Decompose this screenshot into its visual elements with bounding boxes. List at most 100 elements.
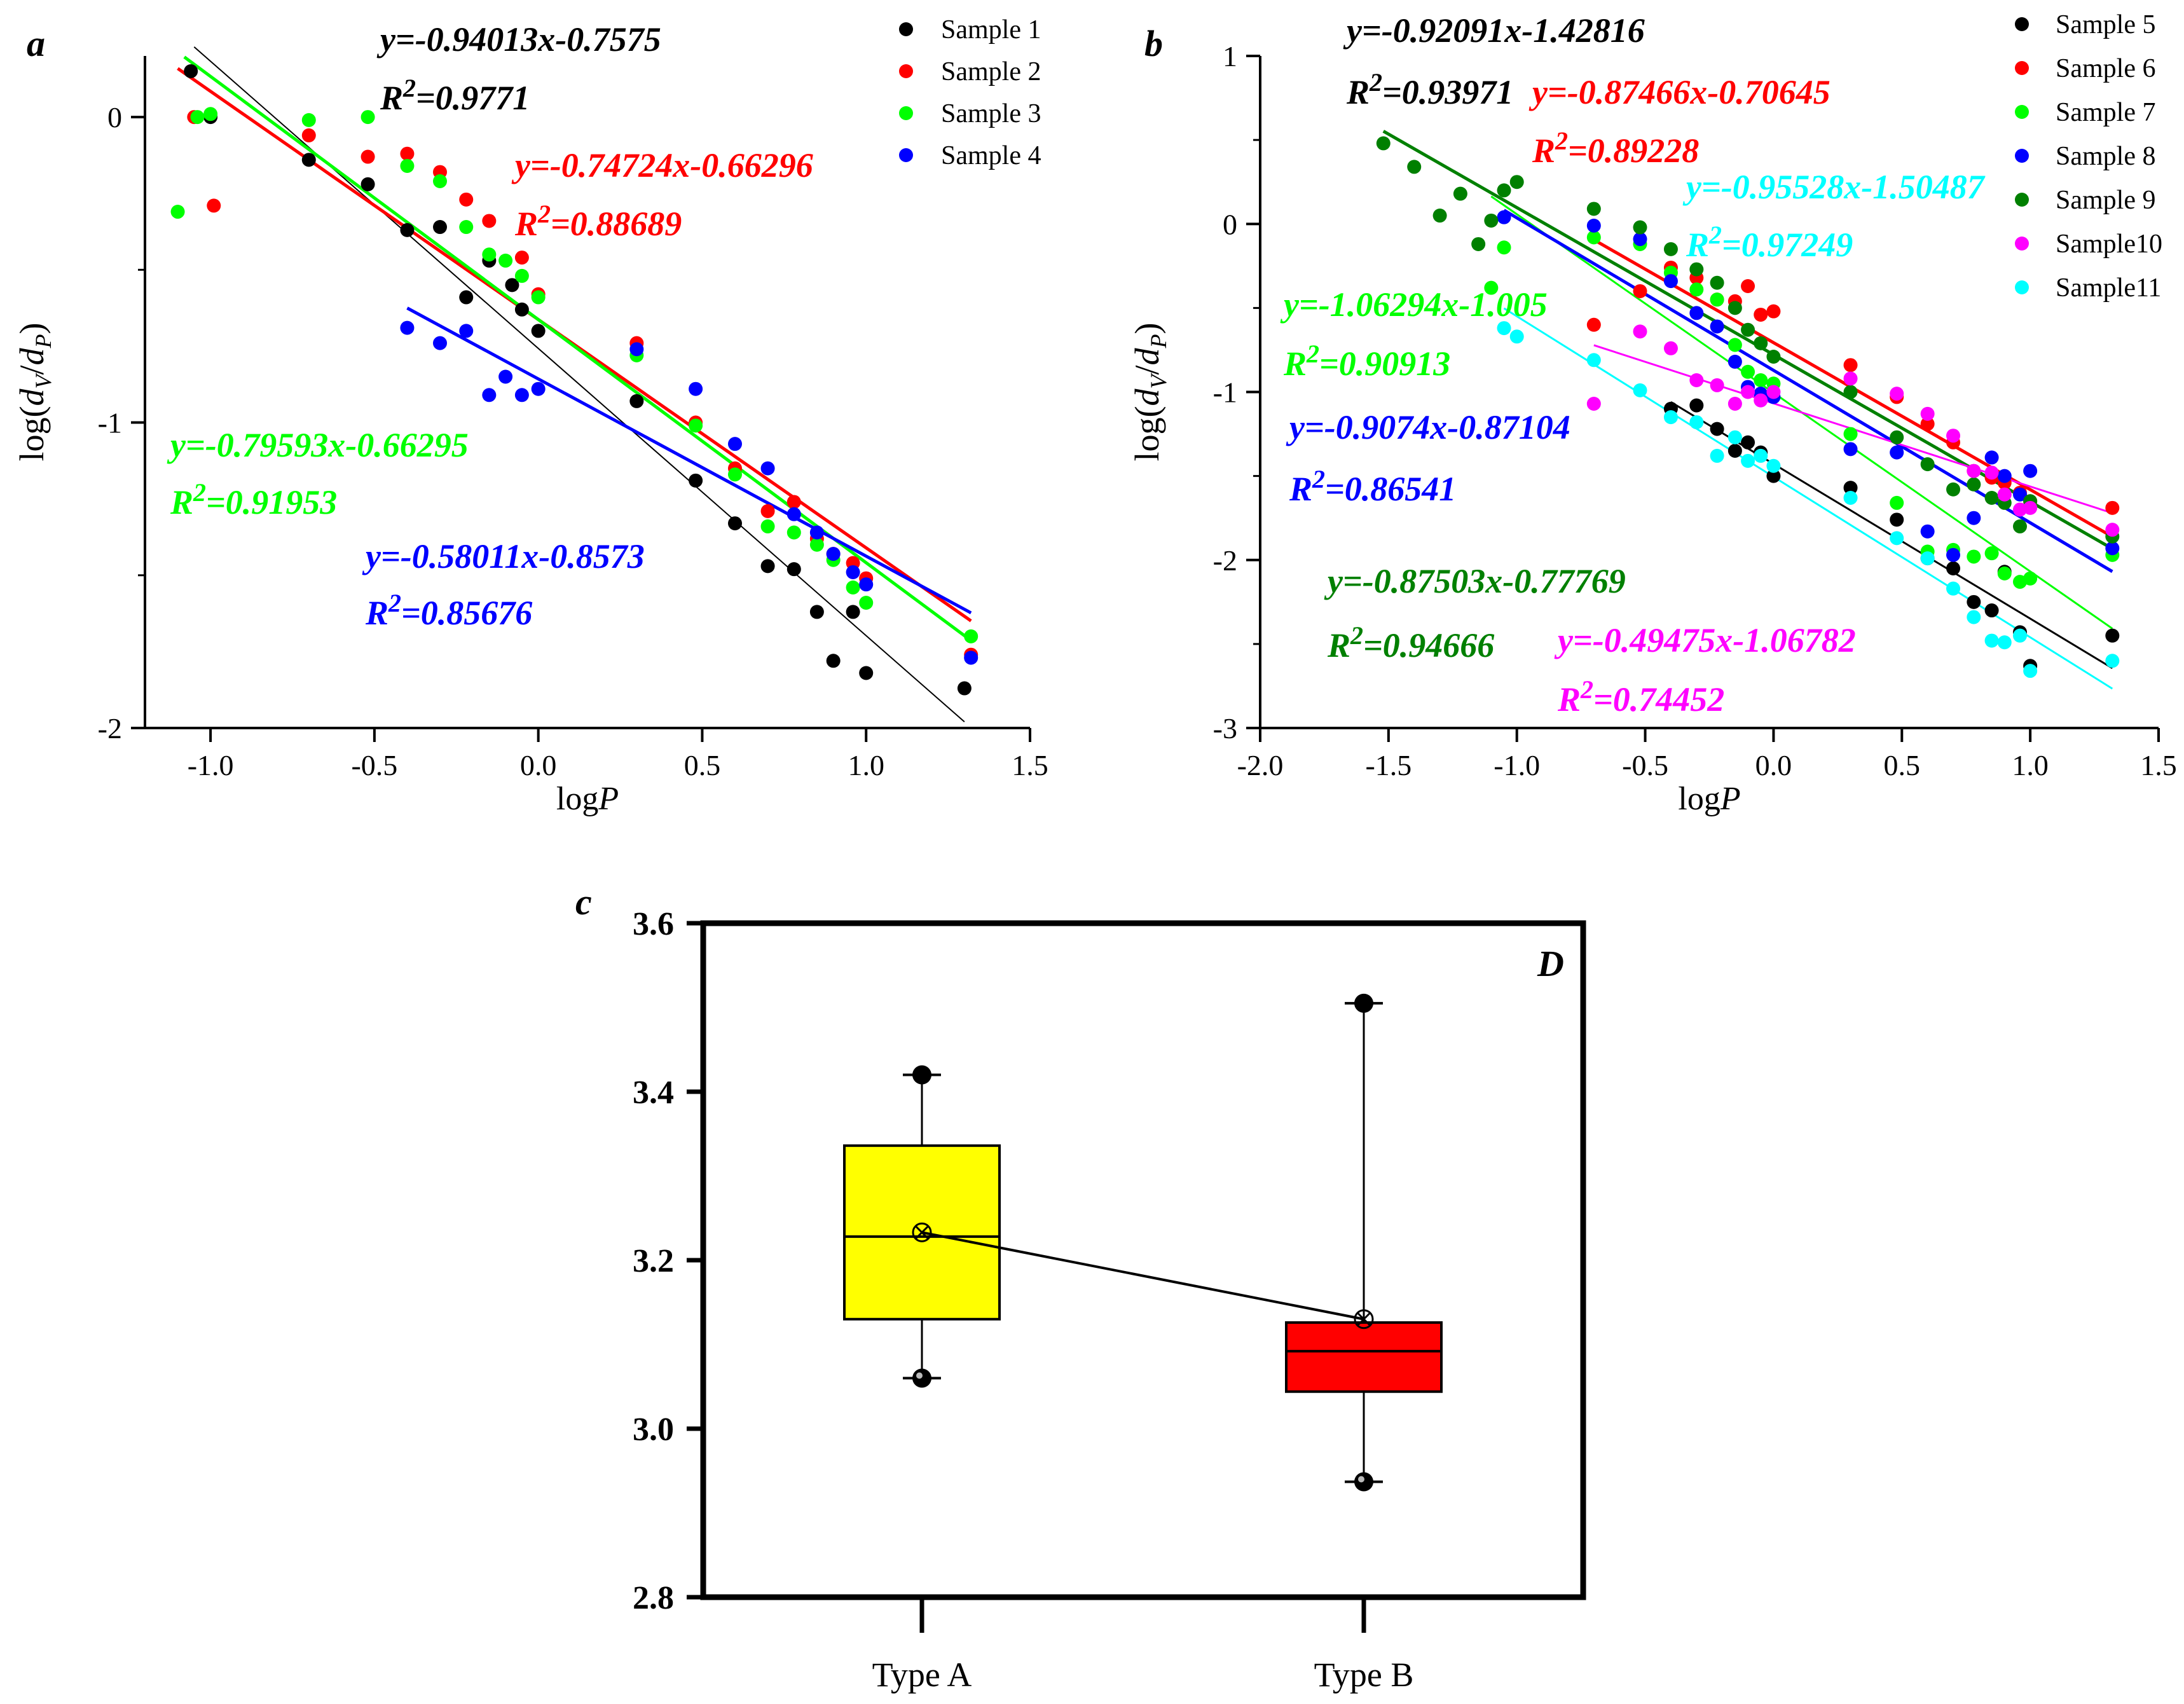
data-point [400,146,415,161]
r2-value: =0.93971 [1382,73,1513,111]
legend-marker [2015,149,2029,163]
data-point [1890,445,1904,460]
legend-label: Sample 1 [941,15,1041,45]
y-tick-label: 3.0 [633,1412,674,1448]
x-tick-label: -1.0 [188,749,234,781]
data-point [1967,594,1981,609]
data-point [786,525,801,540]
x-axis-label: logP [1678,781,1740,817]
fit-r-squared: R2=0.97249 [1686,221,1853,264]
fit-equation: y=-0.58011x-0.8573 [362,537,645,575]
data-point [1766,469,1781,483]
data-point [1741,279,1755,294]
legend-label: Sample 2 [941,57,1041,86]
box-body [1285,1321,1443,1393]
fit-equation: y=-0.74724x-0.66296 [511,146,813,184]
data-point [1633,232,1647,247]
data-point [1710,275,1724,290]
data-point [1843,442,1858,457]
data-point [1967,477,1981,491]
data-point [809,605,824,619]
data-point [964,650,979,665]
x-tick-label: 0.0 [1755,749,1792,781]
max-point [1354,993,1373,1013]
data-point [498,369,513,384]
x-tick-label: -1.0 [1494,749,1540,781]
r2-superscript: 2 [1350,621,1363,650]
mean-connector [921,1231,1364,1321]
data-point [826,547,841,561]
min-point [912,1368,931,1388]
fit-equation: y=-0.92091x-1.42816 [1343,11,1645,50]
data-point [689,381,703,396]
data-point [190,110,205,125]
data-point [1710,448,1724,463]
data-point [1633,284,1647,298]
data-point [1710,422,1724,436]
panel-label: b [1144,23,1163,64]
data-point [760,519,775,533]
data-point [1663,410,1678,425]
data-point [1984,603,1999,618]
fit-line [1503,307,2113,690]
data-point [1633,383,1647,397]
legend-label: Sample11 [2056,273,2161,303]
legend-marker [899,106,913,120]
r2-label: R [1557,680,1581,718]
data-point [1741,435,1755,450]
data-point [1497,240,1511,255]
data-point [1663,341,1678,355]
r2-superscript: 2 [402,74,416,102]
data-point [1741,364,1755,379]
min-point-highlight [1358,1476,1364,1483]
data-point [1689,282,1704,297]
legend-marker [2015,237,2029,251]
plot-title: D [1537,943,1564,984]
data-point [459,220,474,235]
mean-circle [912,1222,932,1242]
data-point [1946,561,1961,575]
data-point [1497,210,1511,224]
fit-line [406,306,972,615]
fit-equation: y=-0.79593x-0.66295 [167,426,469,464]
data-point [1890,512,1904,527]
data-point [1997,469,2012,483]
data-point [957,681,972,696]
r2-value: =0.74452 [1593,680,1724,718]
data-point [400,158,415,173]
data-point [361,177,375,191]
fit-equation: y=-0.9074x-0.87104 [1286,408,1570,446]
x-tick-label: -1.5 [1365,749,1411,781]
fit-equation: y=-1.06294x-1.005 [1280,285,1548,324]
data-point [1497,183,1511,198]
data-point [826,654,841,668]
data-point [514,302,529,317]
fit-r-squared: R2=0.93971 [1346,68,1513,111]
legend-label: Sample 6 [2056,54,2155,83]
y-axis-label-sub: V [1146,373,1171,389]
data-point [2105,541,2120,556]
data-point [514,388,529,402]
r2-label: R [170,483,193,521]
y-axis-label-text: log( [13,406,51,462]
data-point [301,128,316,142]
min-point-highlight [916,1372,923,1379]
r2-value: =0.94666 [1363,626,1494,664]
y-tick-label: 0 [1223,208,1237,240]
r2-superscript: 2 [537,200,551,228]
data-point [400,223,415,237]
y-axis-label-sub: P [1146,334,1171,348]
x-tick-label: 1.5 [1012,749,1048,781]
r2-label: R [1346,73,1370,111]
data-point [1843,371,1858,386]
data-point [728,467,742,482]
data-point [1984,490,1999,505]
data-point [1663,274,1678,289]
data-point [531,381,546,396]
data-point [760,461,775,476]
data-point [1741,322,1755,337]
data-point [433,336,447,350]
data-point [1586,396,1601,411]
fit-equation: y=-0.87466x-0.70645 [1528,73,1830,111]
data-point [1484,280,1499,295]
